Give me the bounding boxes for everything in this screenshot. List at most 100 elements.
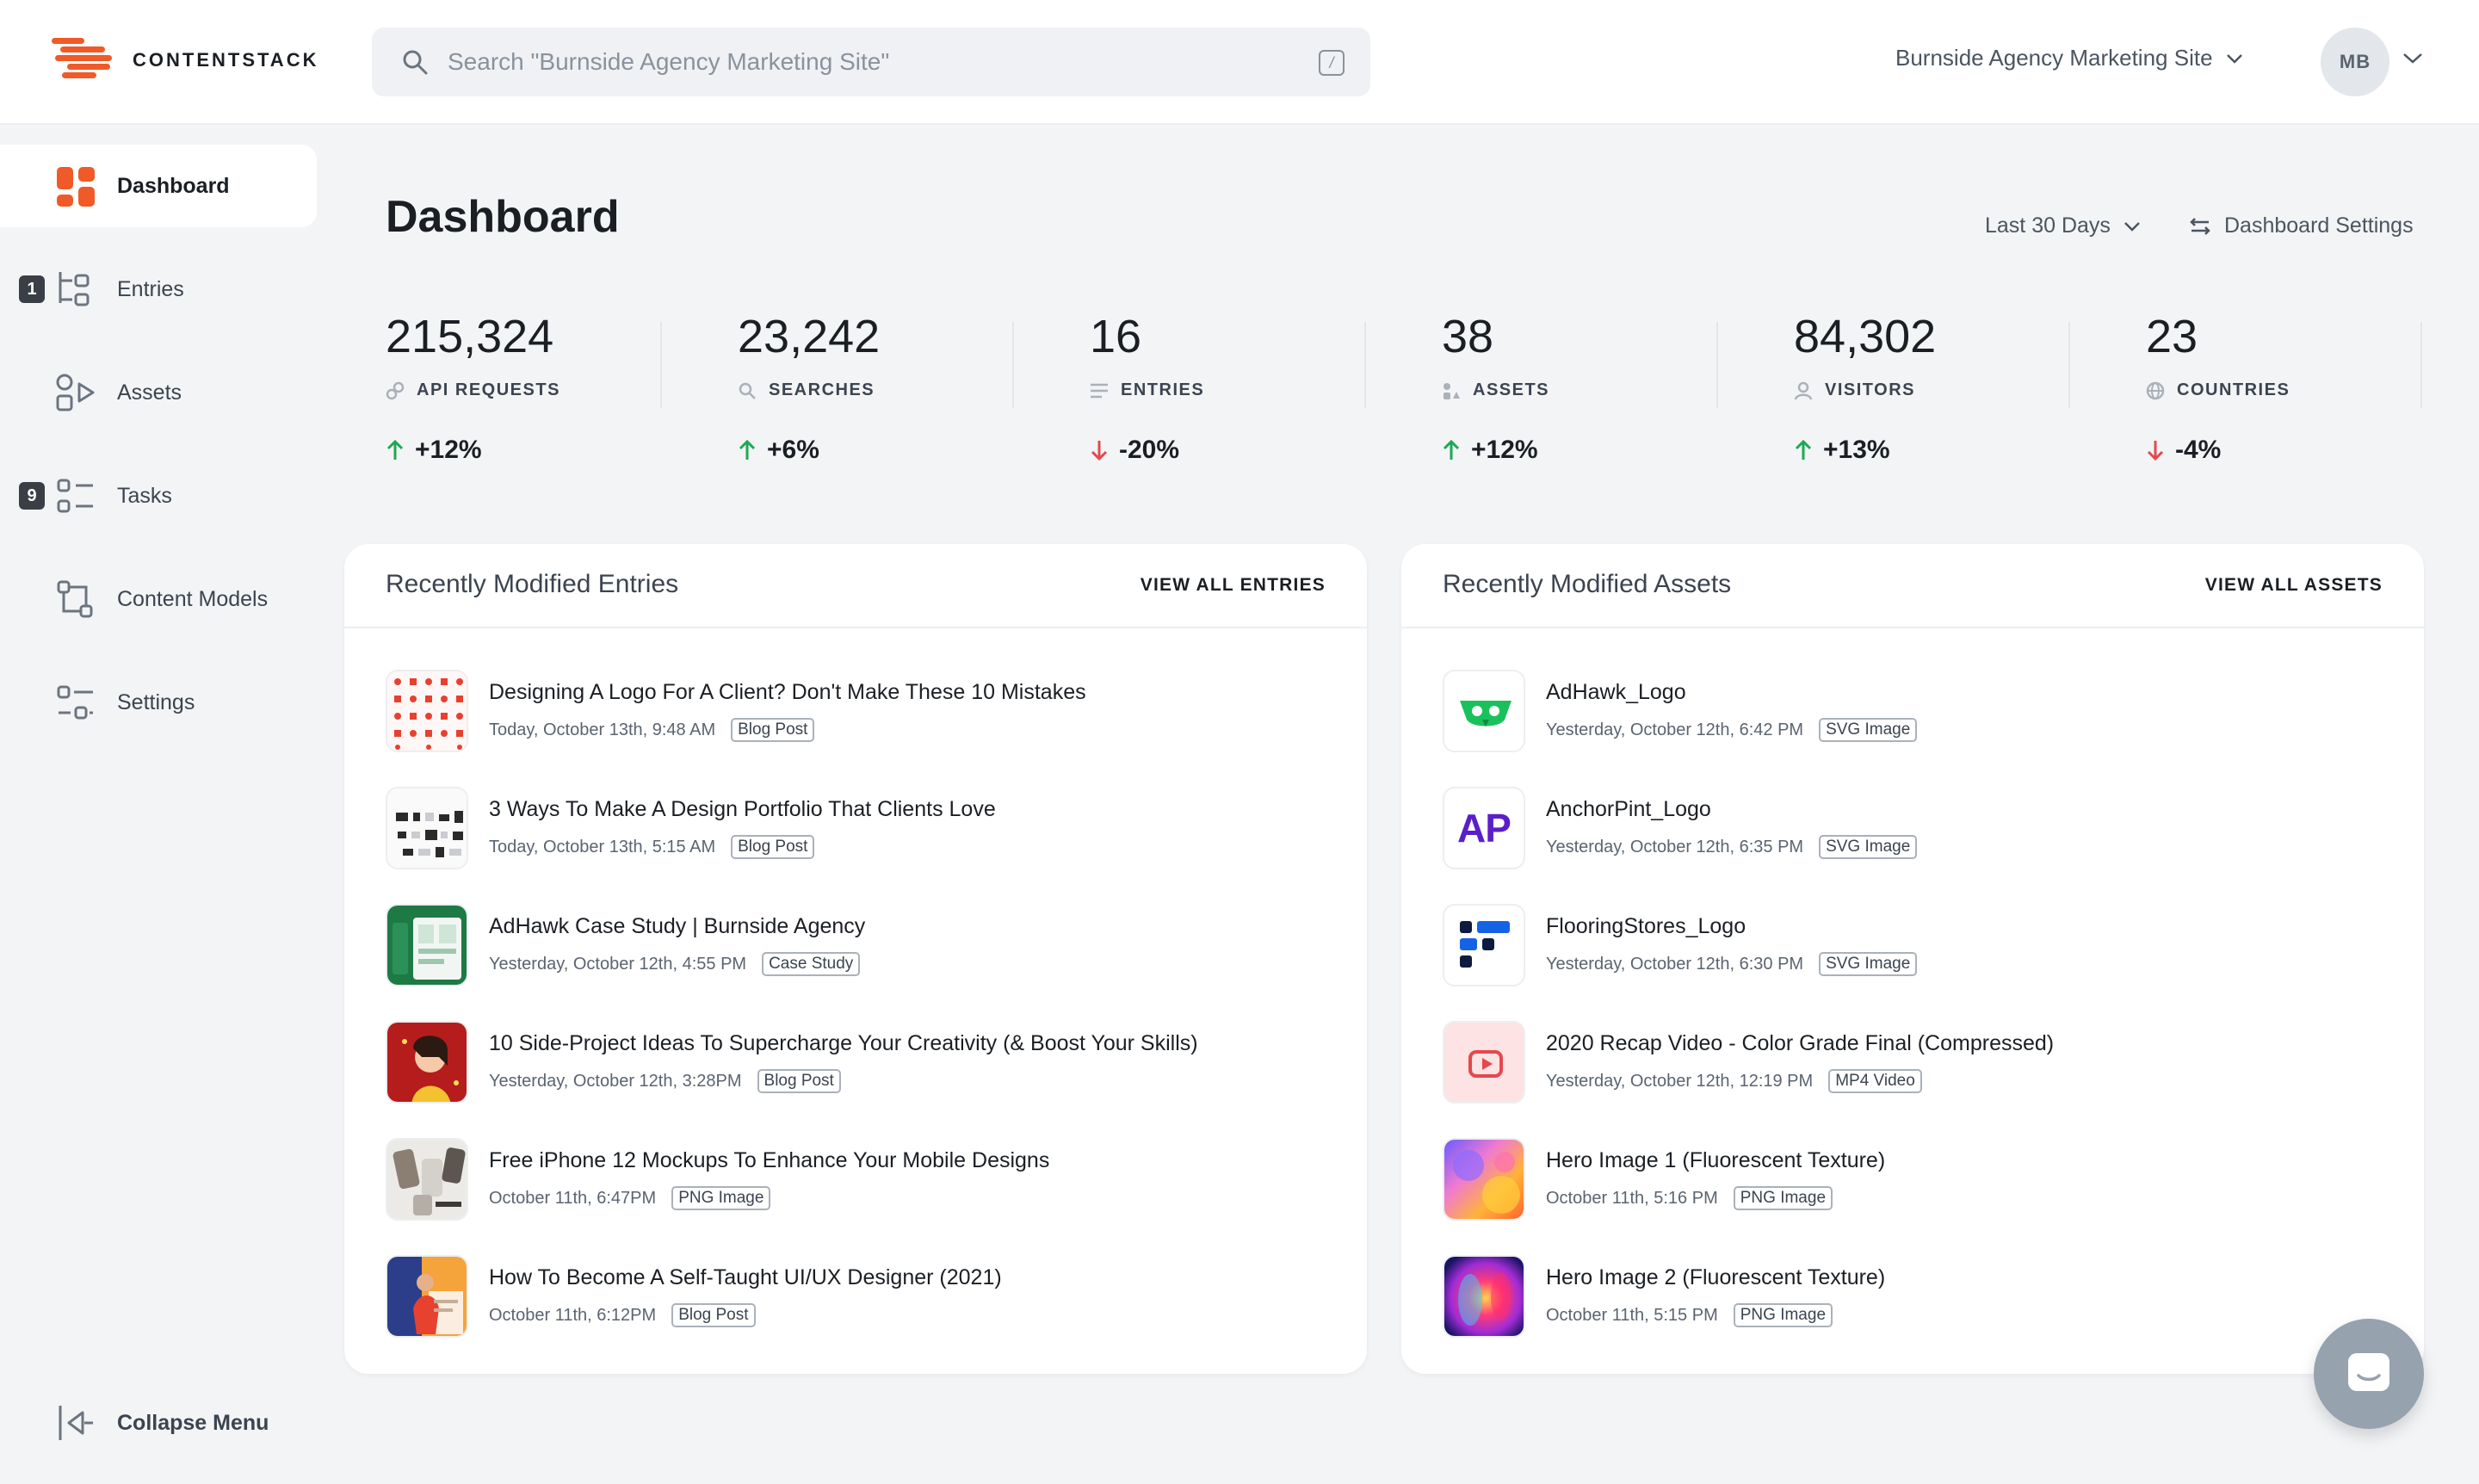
asset-type-tag: MP4 Video <box>1828 1069 1922 1093</box>
search-input[interactable] <box>448 40 1274 84</box>
sidebar-item-assets[interactable]: Assets <box>0 351 317 434</box>
asset-date: Yesterday, October 12th, 6:42 PM <box>1546 720 1804 739</box>
stat-change-text: -20% <box>1119 436 1180 464</box>
page-title: Dashboard <box>386 192 620 242</box>
stat-change: +12% <box>386 436 482 465</box>
chat-launcher-button[interactable] <box>2314 1319 2424 1429</box>
assets-icon <box>56 374 95 411</box>
entry-type-tag: Case Study <box>762 952 861 976</box>
asset-type-tag: SVG Image <box>1819 952 1918 976</box>
site-selector[interactable]: Burnside Agency Marketing Site <box>1895 45 2244 71</box>
entry-title: Free iPhone 12 Mockups To Enhance Your M… <box>489 1148 1050 1172</box>
asset-title: AnchorPint_Logo <box>1546 797 1711 821</box>
asset-row[interactable]: 2020 Recap Video - Color Grade Final (Co… <box>1443 1021 2389 1107</box>
entry-row[interactable]: Free iPhone 12 Mockups To Enhance Your M… <box>386 1138 1332 1224</box>
recently-modified-entries-card: Recently Modified Entries VIEW ALL ENTRI… <box>344 544 1367 1374</box>
chevron-down-icon <box>2124 221 2140 232</box>
sidebar-item-label: Dashboard <box>117 173 230 198</box>
view-all-entries-link[interactable]: VIEW ALL ENTRIES <box>1140 575 1326 595</box>
asset-title: Hero Image 2 (Fluorescent Texture) <box>1546 1265 1886 1289</box>
sidebar-item-dashboard[interactable]: Dashboard <box>0 145 317 227</box>
stat-label: ENTRIES <box>1090 380 1204 400</box>
grid-icon <box>57 167 95 207</box>
asset-title: 2020 Recap Video - Color Grade Final (Co… <box>1546 1031 2055 1055</box>
asset-row[interactable]: Hero Image 1 (Fluorescent Texture) Octob… <box>1443 1138 2389 1224</box>
stat-divider <box>2068 322 2070 408</box>
entry-meta: Yesterday, October 12th, 3:28PM Blog Pos… <box>489 1069 841 1093</box>
globe-icon <box>2146 381 2165 399</box>
sidebar-item-content-models[interactable]: Content Models <box>0 558 317 640</box>
entry-date: Today, October 13th, 5:15 AM <box>489 837 716 856</box>
stat-countries: 23 COUNTRIES -4% <box>2146 310 2479 482</box>
asset-thumbnail <box>1443 1138 1525 1221</box>
lines-icon <box>1091 383 1108 398</box>
chat-icon <box>2348 1353 2389 1391</box>
tasks-count-badge: 9 <box>19 482 45 510</box>
stat-change-text: +13% <box>1823 436 1890 464</box>
asset-date: October 11th, 5:15 PM <box>1546 1305 1718 1325</box>
asset-meta: Yesterday, October 12th, 12:19 PM MP4 Vi… <box>1546 1069 1922 1093</box>
entry-meta: Yesterday, October 12th, 4:55 PM Case St… <box>489 952 861 976</box>
arrow-down-icon <box>1091 441 1108 461</box>
user-menu-chevron-icon[interactable] <box>2402 52 2424 65</box>
sidebar-item-settings[interactable]: Settings <box>0 661 317 744</box>
settings-icon <box>57 685 93 720</box>
entry-row[interactable]: Designing A Logo For A Client? Don't Mak… <box>386 670 1332 756</box>
asset-row[interactable]: FlooringStores_Logo Yesterday, October 1… <box>1443 904 2389 990</box>
stat-value: 16 <box>1090 311 1142 362</box>
site-selector-label: Burnside Agency Marketing Site <box>1895 45 2213 71</box>
entry-type-tag: Blog Post <box>731 835 815 859</box>
sidebar-item-tasks[interactable]: 9 Tasks <box>0 454 317 537</box>
entry-date: October 11th, 6:47PM <box>489 1188 657 1208</box>
asset-date: October 11th, 5:16 PM <box>1546 1188 1718 1208</box>
stat-change-text: -4% <box>2175 436 2222 464</box>
date-range-selector[interactable]: Last 30 Days <box>1985 213 2142 238</box>
asset-thumbnail <box>1443 1255 1525 1338</box>
stat-value: 23 <box>2146 311 2198 362</box>
sidebar-item-label: Entries <box>117 276 184 301</box>
asset-title: AdHawk_Logo <box>1546 680 1686 704</box>
entry-meta: Today, October 13th, 9:48 AM Blog Post <box>489 718 815 742</box>
entry-title: 10 Side-Project Ideas To Supercharge You… <box>489 1031 1198 1055</box>
view-all-assets-link[interactable]: VIEW ALL ASSETS <box>2204 575 2383 595</box>
card-header: Recently Modified Entries VIEW ALL ENTRI… <box>344 544 1367 628</box>
stat-divider <box>660 322 662 408</box>
entry-title: Designing A Logo For A Client? Don't Mak… <box>489 680 1086 704</box>
asset-row[interactable]: AP AnchorPint_Logo Yesterday, October 12… <box>1443 787 2389 873</box>
asset-date: Yesterday, October 12th, 6:30 PM <box>1546 954 1804 974</box>
stat-label: COUNTRIES <box>2146 380 2290 400</box>
brand-logo[interactable]: CONTENTSTACK <box>52 36 318 84</box>
dashboard-settings-label: Dashboard Settings <box>2224 213 2414 238</box>
contentstack-logo-icon <box>52 36 114 84</box>
dashboard-settings-button[interactable]: Dashboard Settings <box>2190 213 2414 238</box>
card-header: Recently Modified Assets VIEW ALL ASSETS <box>1401 544 2424 628</box>
asset-row[interactable]: Hero Image 2 (Fluorescent Texture) Octob… <box>1443 1255 2389 1341</box>
user-avatar[interactable]: MB <box>2321 28 2389 96</box>
sidebar-item-label: Settings <box>117 689 195 714</box>
global-search: / <box>372 28 1370 96</box>
entry-row[interactable]: 3 Ways To Make A Design Portfolio That C… <box>386 787 1332 873</box>
flooringstores-logo-icon <box>1443 904 1525 986</box>
entry-date: Yesterday, October 12th, 3:28PM <box>489 1071 742 1091</box>
stat-change: -4% <box>2146 436 2221 465</box>
stat-divider <box>1012 322 1014 408</box>
asset-date: Yesterday, October 12th, 12:19 PM <box>1546 1071 1814 1091</box>
entry-meta: October 11th, 6:47PM PNG Image <box>489 1186 771 1210</box>
entry-row[interactable]: AdHawk Case Study | Burnside Agency Yest… <box>386 904 1332 990</box>
tasks-icon <box>57 479 93 513</box>
collapse-menu-button[interactable]: Collapse Menu <box>0 1388 317 1457</box>
stat-change: +12% <box>1442 436 1538 465</box>
user-icon <box>1794 381 1813 399</box>
asset-type-tag: SVG Image <box>1819 718 1918 742</box>
search-icon <box>739 382 756 399</box>
stat-label: SEARCHES <box>738 380 875 400</box>
asset-meta: Yesterday, October 12th, 6:42 PM SVG Ima… <box>1546 718 1918 742</box>
entry-row[interactable]: 10 Side-Project Ideas To Supercharge You… <box>386 1021 1332 1107</box>
stat-change-text: +12% <box>1471 436 1538 464</box>
asset-row[interactable]: AdHawk_Logo Yesterday, October 12th, 6:4… <box>1443 670 2389 756</box>
entry-date: October 11th, 6:12PM <box>489 1305 657 1325</box>
sidebar-item-entries[interactable]: 1 Entries <box>0 248 317 331</box>
entry-type-tag: Blog Post <box>671 1303 756 1327</box>
entry-row[interactable]: How To Become A Self-Taught UI/UX Design… <box>386 1255 1332 1341</box>
arrow-down-icon <box>2147 441 2164 461</box>
